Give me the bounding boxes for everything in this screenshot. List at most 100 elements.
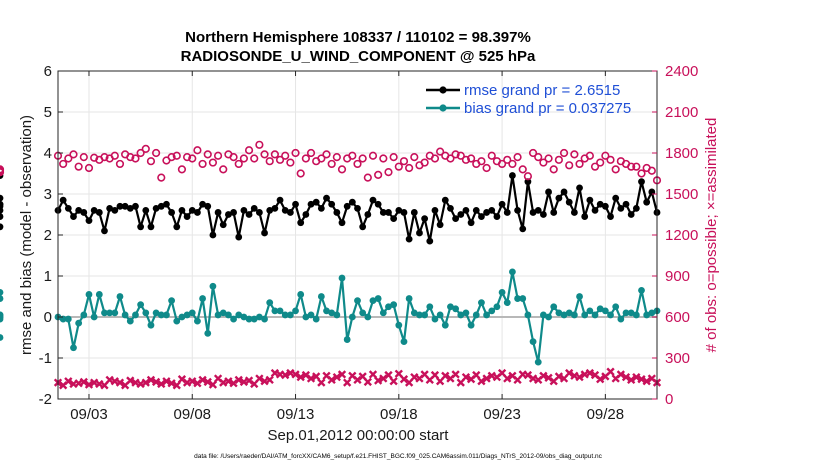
data-point (622, 309, 630, 317)
series-0 (0, 172, 661, 245)
data-point (245, 315, 253, 323)
data-point (271, 307, 279, 315)
data-point (302, 313, 310, 321)
obs-assimilated-point (317, 378, 326, 387)
data-point (214, 209, 222, 216)
obs-assimilated-point (146, 375, 156, 385)
data-point (617, 315, 625, 323)
data-point (147, 321, 155, 329)
obs-possible-point (219, 165, 228, 174)
obs-possible-point (379, 154, 388, 163)
obs-possible-point (136, 148, 145, 158)
data-point (0, 334, 4, 341)
obs-assimilated-point (291, 370, 300, 379)
data-point (0, 313, 4, 321)
data-point (426, 237, 434, 245)
y-tick-label: -2 (39, 391, 52, 408)
obs-possible-point (229, 153, 238, 162)
y-right-tick-label: 900 (665, 268, 690, 285)
data-point (302, 211, 310, 218)
data-point (333, 311, 341, 319)
obs-assimilated-point (472, 370, 481, 380)
obs-assimilated-point (64, 377, 73, 386)
data-point (534, 207, 542, 214)
data-point (255, 313, 263, 321)
data-point (431, 315, 439, 323)
data-point (261, 229, 268, 237)
obs-possible-point (513, 153, 522, 162)
obs-assimilated-point (399, 375, 409, 384)
data-point (488, 307, 496, 315)
obs-possible-point (306, 148, 316, 158)
obs-possible-point (539, 158, 548, 167)
y-right-tick-label: 600 (665, 309, 690, 326)
data-point (627, 309, 635, 317)
obs-possible-point (606, 155, 615, 164)
obs-assimilated-point (301, 370, 311, 380)
obs-possible-point (182, 153, 192, 162)
data-point (364, 313, 372, 321)
data-point (539, 311, 547, 319)
data-point (0, 289, 4, 296)
obs-possible-point (374, 170, 383, 179)
data-point (106, 309, 114, 317)
data-point (379, 209, 387, 216)
data-point (493, 213, 501, 220)
data-point (462, 309, 470, 317)
data-point (90, 207, 98, 214)
obs-assimilated-point (296, 372, 305, 382)
data-point (0, 295, 4, 302)
data-point (524, 178, 532, 186)
data-point (209, 231, 217, 239)
obs-possible-point (420, 158, 429, 167)
data-point (80, 311, 88, 319)
data-point (173, 317, 181, 325)
data-point (75, 319, 83, 327)
obs-possible-point (188, 154, 197, 163)
data-point (348, 313, 356, 321)
data-point (168, 209, 176, 216)
obs-possible-point (637, 169, 646, 178)
obs-possible-point (167, 153, 176, 162)
data-point (230, 315, 237, 323)
data-point (0, 202, 4, 210)
obs-possible-point (518, 165, 527, 174)
data-point (70, 213, 77, 220)
data-point (462, 207, 470, 214)
legend-rmse-label: rmse grand pr = 2.6515 (464, 82, 620, 99)
data-point (457, 211, 465, 218)
obs-possible-point (317, 154, 326, 163)
obs-assimilated-point (384, 370, 393, 380)
data-point (95, 291, 103, 298)
data-point (400, 209, 408, 216)
obs-assimilated-point (539, 371, 548, 380)
obs-possible-point (239, 154, 248, 163)
data-point (405, 235, 413, 243)
data-point (596, 200, 604, 208)
data-point (199, 200, 206, 208)
data-point (369, 196, 377, 204)
obs-assimilated-point (281, 370, 290, 380)
data-point (307, 311, 315, 319)
data-point (111, 207, 119, 214)
data-point (70, 344, 77, 352)
data-point (452, 305, 460, 313)
obs-assimilated-point (244, 376, 254, 385)
data-point (64, 204, 72, 212)
data-point (601, 307, 609, 315)
data-point (240, 207, 248, 214)
obs-possible-point (146, 157, 156, 166)
obs-assimilated-point (523, 370, 533, 380)
data-point (188, 309, 196, 317)
data-point (188, 207, 196, 214)
data-point (560, 188, 568, 196)
data-point (638, 178, 645, 186)
series-1 (0, 268, 661, 366)
data-point (266, 207, 274, 214)
data-point (163, 311, 170, 319)
data-point (194, 317, 201, 325)
obs-possible-point (632, 162, 641, 171)
data-point (617, 204, 625, 212)
y-tick-label: 1 (44, 268, 52, 285)
